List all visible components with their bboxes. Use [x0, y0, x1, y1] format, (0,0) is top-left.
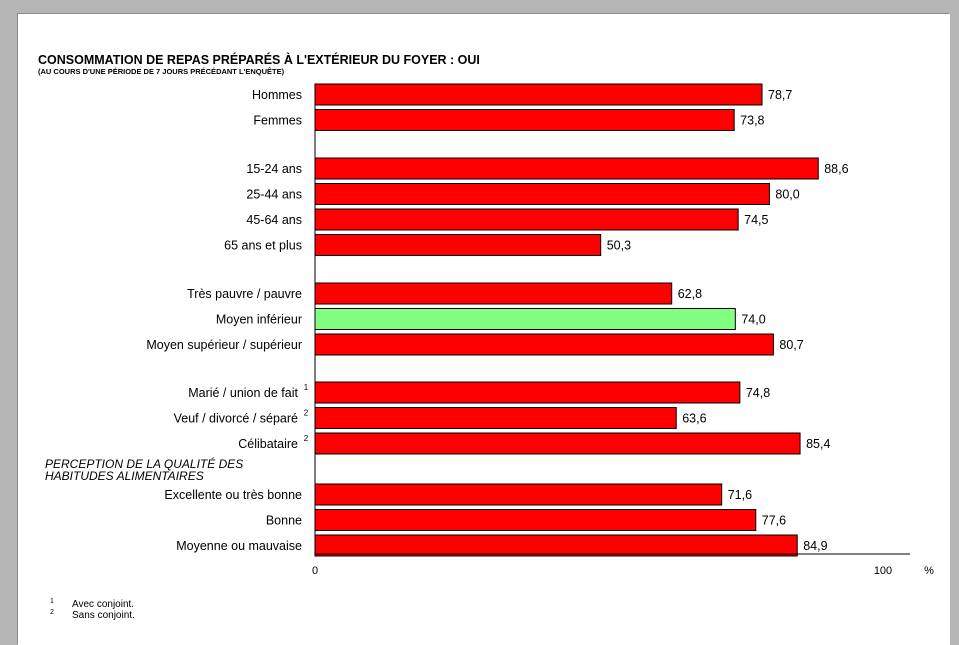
category-label: Hommes [252, 88, 302, 102]
section-label: HABITUDES ALIMENTAIRES [45, 469, 204, 483]
value-label: 74,0 [741, 313, 765, 327]
category-label: 25-44 ans [246, 188, 302, 202]
bar [314, 157, 819, 180]
value-label: 74,5 [744, 213, 768, 227]
value-label: 62,8 [678, 287, 702, 301]
bar [314, 432, 801, 455]
chart-subtitle: (AU COURS D'UNE PÉRIODE DE 7 JOURS PRÉCÉ… [38, 67, 285, 76]
bar [314, 83, 763, 106]
category-label: 45-64 ans [246, 213, 302, 227]
value-label: 71,6 [728, 488, 752, 502]
footnote-marker: 2 [304, 409, 309, 418]
value-label: 85,4 [806, 437, 830, 451]
category-label: 15-24 ans [246, 162, 302, 176]
x-tick-label: 100 [874, 565, 892, 577]
value-label: 73,8 [740, 114, 764, 128]
bar [314, 407, 677, 429]
category-label: Femmes [253, 114, 302, 128]
bar-chart: CONSOMMATION DE REPAS PRÉPARÉS À L'EXTÉR… [38, 52, 934, 621]
category-label: Célibataire [238, 437, 298, 451]
x-tick-label: 0 [312, 565, 318, 577]
bar [314, 483, 723, 506]
footnote-mark: 1 [50, 598, 54, 605]
footnote-text: Sans conjoint. [72, 610, 135, 621]
value-label: 80,0 [775, 188, 799, 202]
value-label: 50,3 [607, 239, 631, 253]
category-label: Bonne [266, 514, 302, 528]
category-label: Moyen inférieur [216, 313, 302, 327]
bar [314, 509, 757, 531]
chart-panel: CONSOMMATION DE REPAS PRÉPARÉS À L'EXTÉR… [18, 14, 950, 645]
bar [314, 381, 741, 404]
bar [314, 308, 736, 330]
value-label: 84,9 [803, 539, 827, 553]
category-label: Très pauvre / pauvre [187, 287, 302, 301]
footnote-marker: 1 [304, 383, 309, 392]
chart-title: CONSOMMATION DE REPAS PRÉPARÉS À L'EXTÉR… [38, 52, 480, 67]
category-label: 65 ans et plus [224, 239, 302, 253]
value-label: 74,8 [746, 386, 770, 400]
bar [314, 183, 770, 205]
bar [314, 282, 673, 305]
bar [314, 333, 774, 356]
section-label: PERCEPTION DE LA QUALITÉ DES [45, 456, 243, 471]
value-label: 78,7 [768, 88, 792, 102]
category-label: Marié / union de fait [188, 386, 298, 400]
category-label: Moyen supérieur / supérieur [146, 338, 302, 352]
bar [314, 109, 735, 131]
footnote-text: Avec conjoint. [72, 599, 134, 610]
x-axis-unit: % [924, 565, 934, 577]
category-label: Moyenne ou mauvaise [176, 539, 302, 553]
value-label: 88,6 [824, 162, 848, 176]
footnote-mark: 2 [50, 609, 54, 616]
footnote-marker: 2 [304, 434, 309, 443]
category-label: Veuf / divorcé / séparé [174, 412, 298, 426]
bar [314, 208, 739, 231]
value-label: 77,6 [762, 514, 786, 528]
value-label: 80,7 [779, 338, 803, 352]
value-label: 63,6 [682, 412, 706, 426]
bar [314, 234, 602, 256]
bar [314, 534, 798, 557]
category-label: Excellente ou très bonne [164, 488, 302, 502]
